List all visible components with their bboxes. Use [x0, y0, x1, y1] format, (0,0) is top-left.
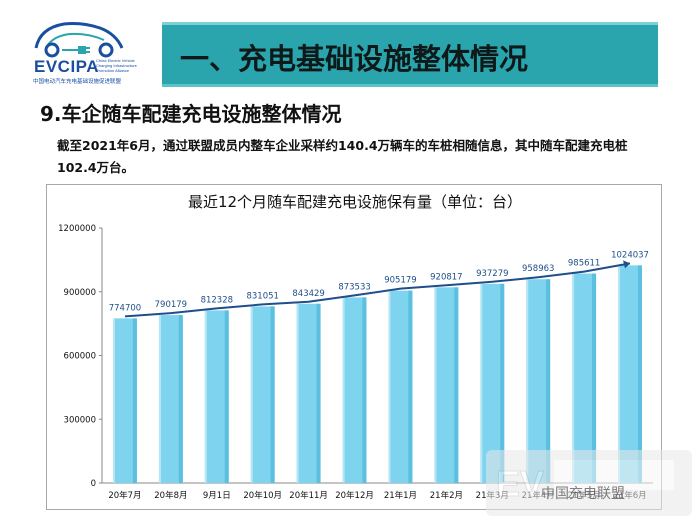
bar	[250, 306, 275, 483]
trend-arrow	[623, 260, 631, 269]
x-tick-label: 21年2月	[430, 490, 463, 501]
bar-highlight	[618, 265, 621, 483]
bar	[388, 290, 413, 483]
bar-highlight	[572, 273, 575, 483]
y-tick-label: 600000	[64, 352, 96, 362]
bar	[526, 279, 551, 483]
watermark-text: 中国充电联盟	[541, 486, 625, 502]
bar-highlight	[113, 318, 116, 483]
chart-container: 最近12个月随车配建充电设施保有量（单位：台） 0 300000 600000 900…	[46, 184, 662, 510]
watermark-logo-icon: EV	[486, 450, 692, 516]
trend-line	[124, 262, 631, 318]
data-label: 1024037	[611, 250, 649, 260]
svg-text:EV: EV	[496, 463, 544, 504]
header-banner: 一、充电基础设施整体情况	[162, 22, 658, 84]
bar-shade	[132, 318, 137, 483]
bar-highlight	[434, 287, 437, 483]
y-tick-label: 900000	[64, 288, 96, 298]
bar-highlight	[342, 297, 345, 483]
car-plug-icon	[34, 22, 124, 58]
data-label: 937279	[476, 269, 508, 279]
bar-highlight	[250, 306, 253, 483]
page-title: 一、充电基础设施整体情况	[180, 42, 529, 76]
x-tick-label: 20年12月	[335, 490, 374, 501]
bar	[480, 283, 505, 483]
x-tick-label: 20年8月	[154, 490, 187, 501]
banner-divider	[162, 84, 658, 87]
bar-shade	[178, 315, 183, 483]
bar-shade	[362, 297, 367, 483]
data-label: 790179	[155, 300, 187, 310]
x-tick-label: 21年1月	[384, 490, 417, 501]
bar-highlight	[526, 279, 529, 483]
bar	[572, 273, 597, 483]
bar-shade	[454, 287, 459, 483]
data-label: 812328	[201, 295, 233, 305]
data-label: 958963	[522, 264, 554, 274]
bar	[296, 303, 321, 483]
watermark: EV	[484, 446, 694, 520]
x-tick-label: 20年11月	[289, 490, 328, 501]
data-label: 873533	[338, 282, 370, 292]
evcipa-logo	[22, 14, 157, 84]
x-tick-label: 20年10月	[243, 490, 282, 501]
logo-subtitle: China Electric Vehicle Charging Infrastr…	[96, 58, 137, 73]
bar-shade	[316, 303, 321, 483]
bar	[434, 287, 459, 483]
bar-highlight	[388, 290, 391, 483]
chart-title: 最近12个月随车配建充电设施保有量（单位：台）	[187, 193, 523, 211]
data-label: 774700	[109, 303, 141, 313]
y-tick-label: 1200000	[58, 224, 96, 234]
y-tick-label: 300000	[64, 415, 96, 425]
y-tick-label: 0	[91, 479, 96, 489]
bar-shade	[592, 273, 597, 483]
bar	[618, 265, 642, 483]
x-tick-label: 9月1日	[203, 491, 231, 501]
bar	[342, 297, 367, 483]
bar-shade	[270, 306, 275, 483]
logo-name: EVCIPA	[34, 57, 100, 76]
section-title: 9.车企随车配建充电设施整体情况	[40, 102, 342, 126]
bar	[113, 318, 137, 483]
data-label: 985611	[568, 259, 600, 269]
bar-shade	[546, 279, 551, 483]
data-label: 905179	[384, 276, 416, 286]
bar-shade	[224, 310, 229, 483]
data-label: 843429	[292, 289, 324, 299]
bar-chart: 0 300000 600000 900000 1200000 774700 20年7月 790…	[58, 224, 653, 501]
bar-shade	[408, 290, 413, 483]
bar	[158, 315, 183, 483]
bar-highlight	[480, 283, 483, 483]
bar-shade	[637, 265, 642, 483]
logo-cn-name: 中国电动汽车充电基础设施促进联盟	[33, 79, 122, 85]
bar-highlight	[204, 310, 207, 483]
data-label: 831051	[246, 291, 278, 301]
bar-shade	[500, 283, 505, 483]
bar-highlight	[296, 303, 299, 483]
x-tick-label: 20年7月	[108, 490, 141, 501]
bar	[204, 310, 229, 483]
bar-highlight	[158, 315, 161, 483]
section-description: 截至2021年6月，通过联盟成员内整车企业采样约140.4万辆车的车桩相随信息，…	[57, 138, 628, 175]
data-label: 920817	[430, 272, 462, 282]
